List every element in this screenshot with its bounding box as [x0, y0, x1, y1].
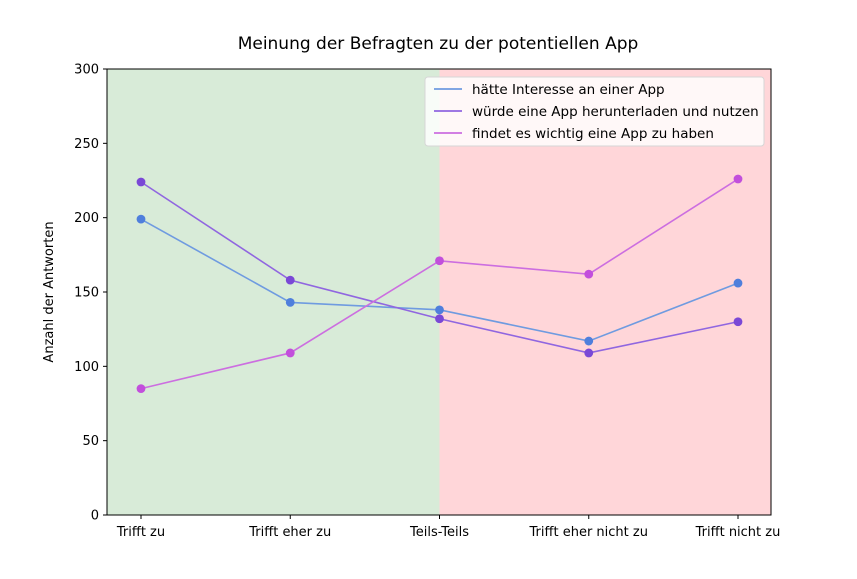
x-tick-label: Trifft nicht zu [695, 525, 781, 540]
data-point-s1-4 [584, 336, 594, 346]
x-tick-label: Teils-Teils [409, 525, 469, 540]
data-point-s2-3 [435, 314, 444, 324]
y-axis-label: Anzahl der Antworten [42, 221, 57, 362]
x-axis: Trifft zu Trifft eher zu Teils-Teils Trifft… [116, 515, 780, 540]
data-point-s1-1 [136, 214, 146, 224]
legend-label-3: findet es wichtig eine App zu haben [472, 126, 714, 142]
y-tick-label: 0 [91, 509, 99, 524]
y-tick-label: 50 [82, 434, 99, 449]
series-markers [136, 174, 743, 394]
legend-box [424, 76, 765, 147]
legend-label-2: würde eine App herunterladen und nutzen [472, 104, 759, 120]
data-point-s3-1 [136, 384, 146, 394]
data-point-s1-3 [435, 305, 444, 315]
data-point-s2-1 [136, 177, 146, 187]
chart-title: Meinung der Befragten zu der potentielle… [238, 34, 639, 54]
data-point-s2-2 [285, 275, 295, 285]
y-tick-label: 100 [74, 360, 99, 375]
data-point-s3-2 [285, 348, 295, 358]
y-tick-label: 150 [74, 286, 99, 301]
y-tick-label: 300 [74, 63, 99, 78]
data-point-s2-4 [584, 348, 594, 358]
background-region-1 [107, 69, 440, 515]
legend-label-1: hätte Interesse an einer App [472, 82, 665, 98]
x-tick-label: Trifft eher zu [248, 525, 331, 540]
y-axis: 0 50 100 150 200 250 300 [74, 63, 107, 524]
data-point-s3-3 [435, 256, 444, 266]
legend: hätte Interesse an einer App würde eine A… [424, 76, 765, 147]
y-tick-label: 200 [74, 211, 99, 226]
data-point-s2-5 [733, 317, 743, 327]
x-tick-label: Trifft eher nicht zu [529, 525, 648, 540]
data-point-s3-5 [733, 174, 743, 184]
data-point-s1-2 [285, 298, 295, 307]
x-tick-label: Trifft zu [116, 525, 165, 540]
y-tick-label: 250 [74, 137, 99, 152]
data-point-s1-5 [733, 278, 743, 288]
data-point-s3-4 [584, 269, 594, 279]
